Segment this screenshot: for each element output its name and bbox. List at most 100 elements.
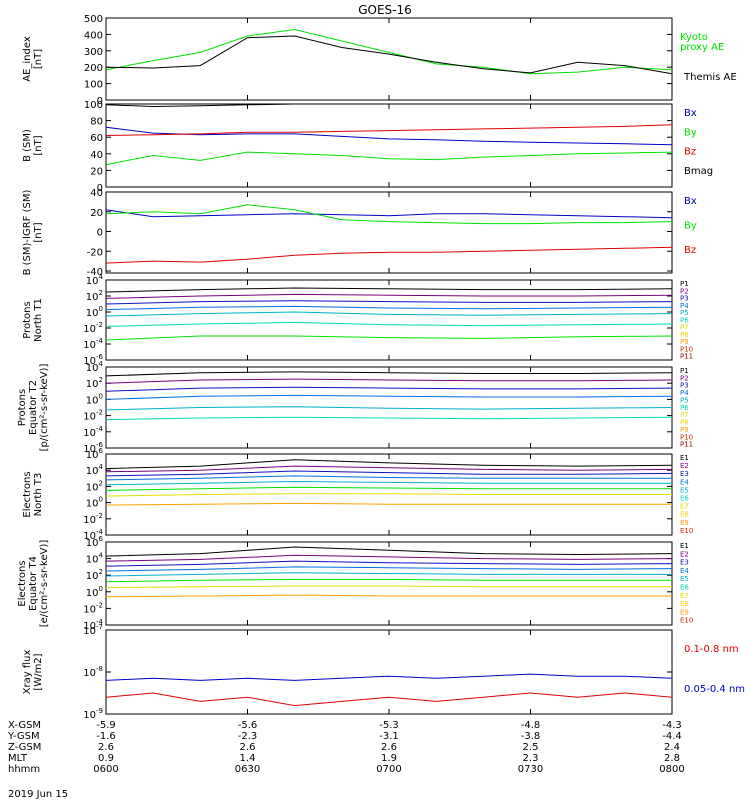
legend-entry: 0.05-0.4 nm <box>684 684 745 695</box>
ephemeris-value: -5.9 <box>96 720 116 731</box>
y-axis-label: Protons <box>22 301 33 338</box>
series-line <box>105 151 673 166</box>
y-tick-label: 400 <box>84 30 103 41</box>
legend-entry: P8 <box>680 331 689 339</box>
legend-entry: E10 <box>680 527 693 535</box>
y-tick-label: 100 <box>84 80 103 91</box>
legend-entry: P4 <box>680 302 689 310</box>
y-tick-label: 300 <box>84 47 103 58</box>
series-line <box>105 406 673 411</box>
legend-entry: E8 <box>680 511 689 519</box>
y-axis-label: [nT] <box>33 135 44 155</box>
y-tick-label: 60 <box>90 133 103 144</box>
legend-entry: P2 <box>680 287 689 295</box>
y-tick-label: 106 <box>86 535 104 549</box>
y-tick-label: 10-8 <box>83 665 103 679</box>
y-tick-label: 102 <box>86 568 103 582</box>
panel-frame <box>105 629 673 715</box>
plot-title: GOES-16 <box>358 3 412 17</box>
series-line <box>105 554 673 562</box>
y-axis-label: Electrons <box>17 560 28 606</box>
legend-entry: P3 <box>680 295 689 303</box>
legend-entry: P7 <box>680 411 689 419</box>
y-axis-label: [nT] <box>33 222 44 242</box>
series-line <box>105 475 672 481</box>
y-axis-label: B (SM) <box>22 129 33 162</box>
legend-entry: P3 <box>680 382 689 390</box>
y-tick-label: -40 <box>87 267 103 278</box>
date-label: 2019 Jun 15 <box>8 789 68 800</box>
legend-entry: Bz <box>684 147 696 158</box>
ephemeris-value: 0800 <box>659 764 684 775</box>
ephemeris-label: hhmm <box>8 764 40 775</box>
series-line <box>105 673 673 681</box>
legend-entry: P5 <box>680 396 689 404</box>
series-line <box>105 486 672 491</box>
legend-entry: P6 <box>680 316 689 324</box>
series-line <box>105 416 673 421</box>
legend-entry: Bz <box>684 245 696 256</box>
ephemeris-value: 2.6 <box>240 742 256 753</box>
y-tick-label: 10-2 <box>83 321 103 335</box>
y-tick-label: 20 <box>90 208 103 219</box>
y-axis-label: Xray flux <box>22 650 33 695</box>
y-tick-label: 104 <box>86 463 104 477</box>
ephemeris-value: 1.9 <box>381 753 397 764</box>
series-line <box>105 103 672 108</box>
legend-entry: E6 <box>680 584 689 592</box>
legend-entry: E4 <box>680 567 689 575</box>
y-tick-label: 200 <box>84 63 103 74</box>
y-tick-label: 80 <box>90 117 103 128</box>
ephemeris-label: Z-GSM <box>8 742 41 753</box>
y-axis-label: [nT] <box>33 49 44 69</box>
y-tick-label: 10-9 <box>83 707 103 721</box>
legend-entry: E7 <box>680 503 689 511</box>
legend-entry: P10 <box>680 433 693 441</box>
y-tick-label: 102 <box>86 479 103 493</box>
series-line <box>105 594 672 598</box>
y-tick-label: 104 <box>86 273 104 287</box>
ephemeris-value: 2.6 <box>381 742 397 753</box>
ephemeris-value: 2.8 <box>664 753 680 764</box>
y-axis-label: [W/m2] <box>33 653 44 690</box>
y-tick-label: 100 <box>86 392 103 406</box>
series-line <box>105 287 673 293</box>
legend-entry: E3 <box>680 470 689 478</box>
series-line <box>105 305 673 311</box>
panel-1: 0 20 40 60 80 100 B (SM) [nT] Bx By Bz Bmag <box>22 100 713 194</box>
legend-entry: E2 <box>680 550 689 558</box>
ephemeris-label: MLT <box>8 753 28 764</box>
y-tick-label: 10-4 <box>83 425 103 439</box>
ephemeris-label: Y-GSM <box>7 731 40 742</box>
ephemeris-value: -3.1 <box>379 731 399 742</box>
series-line <box>105 502 672 506</box>
y-tick-label: 500 <box>84 14 103 25</box>
ephemeris-value: -5.3 <box>379 720 399 731</box>
y-tick-label: 104 <box>86 360 104 374</box>
series-line <box>105 311 673 317</box>
legend-entry: E4 <box>680 478 689 486</box>
legend-entry: P7 <box>680 324 689 332</box>
ephemeris-value: 0.9 <box>98 753 114 764</box>
legend-entry: Themis AE <box>683 72 737 83</box>
legend-entry: P11 <box>680 441 693 449</box>
legend-entry: E6 <box>680 495 689 503</box>
y-axis-label: Electrons <box>22 471 33 517</box>
ephemeris-table: X-GSMY-GSMZ-GSMMLThhmm-5.9-1.62.60.90600… <box>7 720 685 775</box>
legend-entry: E5 <box>680 575 689 583</box>
legend-entry: P4 <box>680 389 689 397</box>
y-axis-label: Equator T4 <box>28 556 39 611</box>
legend-entry: E1 <box>680 454 689 462</box>
y-tick-label: 0 <box>97 183 103 194</box>
series-line <box>105 546 673 557</box>
series-line <box>105 300 673 305</box>
y-tick-label: 100 <box>84 100 103 111</box>
series-line <box>105 386 673 392</box>
y-tick-label: 40 <box>90 188 103 199</box>
legend-entry: E9 <box>680 608 689 616</box>
y-axis-label: [e/(cm²-s-sr-keV)] <box>39 540 50 628</box>
y-axis-label: Equator T2 <box>28 380 39 435</box>
legend-entry: P1 <box>680 280 689 288</box>
